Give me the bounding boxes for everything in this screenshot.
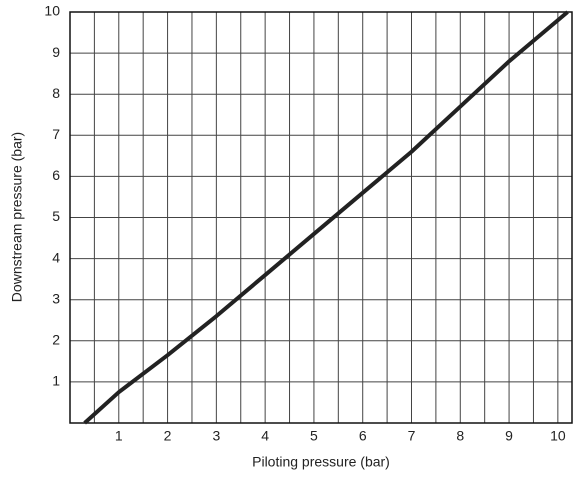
y-tick-label: 9 <box>52 44 60 60</box>
x-tick-label: 3 <box>212 428 220 444</box>
x-axis-title: Piloting pressure (bar) <box>252 454 390 470</box>
x-tick-label: 2 <box>164 428 172 444</box>
y-tick-label: 7 <box>52 126 60 142</box>
x-tick-label: 5 <box>310 428 318 444</box>
x-tick-label: 8 <box>456 428 464 444</box>
y-axis-title: Downstream pressure (bar) <box>9 132 25 302</box>
y-tick-label: 8 <box>52 85 60 101</box>
data-line <box>83 10 569 425</box>
x-tick-label: 1 <box>115 428 123 444</box>
x-tick-label: 10 <box>550 428 566 444</box>
x-tick-label: 4 <box>261 428 269 444</box>
x-tick-label: 6 <box>359 428 367 444</box>
y-tick-label: 4 <box>52 249 60 265</box>
y-tick-label: 1 <box>52 373 60 389</box>
y-tick-label: 2 <box>52 332 60 348</box>
y-tick-label: 3 <box>52 290 60 306</box>
y-tick-label: 5 <box>52 208 60 224</box>
x-tick-label: 9 <box>505 428 513 444</box>
y-tick-label: 10 <box>44 3 60 19</box>
y-tick-label: 6 <box>52 167 60 183</box>
plot-frame <box>69 11 573 424</box>
x-tick-label: 7 <box>408 428 416 444</box>
